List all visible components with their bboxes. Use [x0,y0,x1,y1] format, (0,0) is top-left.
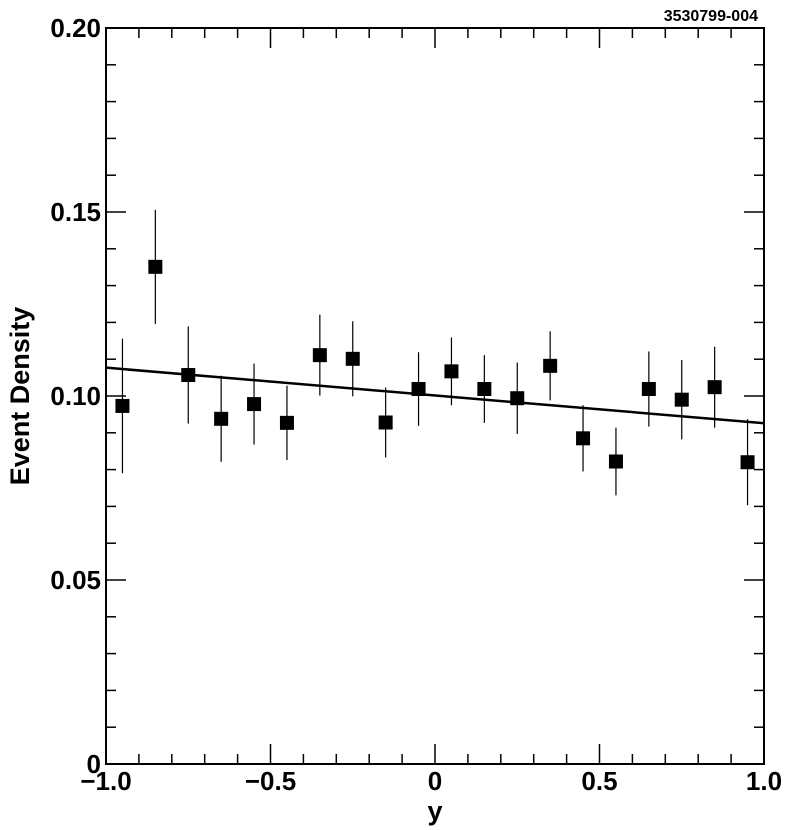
y-tick-label: 0.10 [50,381,101,411]
data-point [576,431,591,446]
data-point [641,382,656,397]
x-tick-label: 0.5 [581,766,617,796]
data-point [148,259,163,274]
data-point [674,392,689,407]
x-tick-label: 0 [428,766,442,796]
data-point [181,368,196,383]
data-point [444,364,459,379]
data-point [477,382,492,397]
x-tick-label: −0.5 [245,766,296,796]
data-point [247,397,262,412]
y-tick-label: 0.05 [50,565,101,595]
y-tick-labels: 0 0.05 0.10 0.15 0.20 [50,13,101,779]
x-axis-title: y [427,796,442,826]
data-point [115,398,130,413]
x-tick-labels: −1.0 −0.5 0 0.5 1.0 [80,766,782,796]
data-point [378,415,393,430]
y-tick-label: 0.15 [50,197,101,227]
data-point [345,351,360,366]
data-points [115,209,755,506]
data-point [707,380,722,395]
x-tick-label: −1.0 [80,766,131,796]
y-tick-label: 0 [87,749,101,779]
data-point [510,391,525,406]
plot-frame [105,27,765,765]
data-point [214,411,229,426]
data-point [740,455,755,470]
data-point [312,348,327,363]
x-tick-label: 1.0 [746,766,782,796]
y-axis-title: Event Density [5,307,35,486]
data-point [608,454,623,469]
fit-line-group [105,366,765,425]
y-tick-label: 0.20 [50,13,101,43]
data-point [543,358,558,373]
data-point [411,382,426,397]
figure-id: 3530799-004 [664,8,758,25]
fit-line [105,366,765,425]
data-point [279,415,294,430]
